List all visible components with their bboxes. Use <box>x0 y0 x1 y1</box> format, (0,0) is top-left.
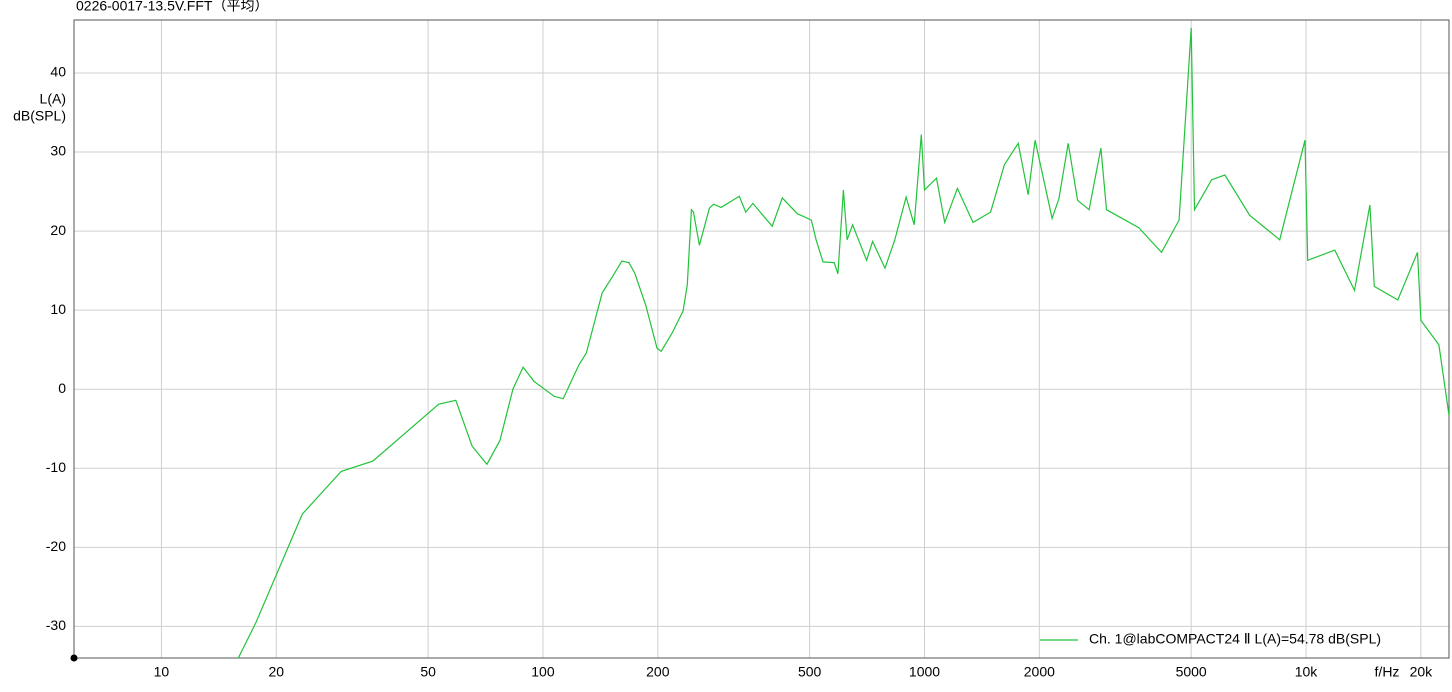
x-tick-label: 100 <box>531 664 555 680</box>
y-tick-label: 20 <box>50 222 66 238</box>
x-tick-label: 20 <box>268 664 284 680</box>
legend-label: Ch. 1@labCOMPACT24 Ⅱ L(A)=54.78 dB(SPL) <box>1089 631 1381 647</box>
y-tick-label: -20 <box>46 538 66 554</box>
x-tick-label: 500 <box>798 664 822 680</box>
y-tick-label: 40 <box>50 64 66 80</box>
y-axis-label: dB(SPL) <box>13 108 66 124</box>
x-tick-label: 2000 <box>1024 664 1055 680</box>
y-tick-label: -10 <box>46 459 66 475</box>
y-axis-label: L(A) <box>40 91 66 107</box>
y-tick-label: -30 <box>46 617 66 633</box>
x-axis-label: f/Hz <box>1375 664 1400 680</box>
spectrum-line <box>237 27 1449 658</box>
y-tick-label: 30 <box>50 143 66 159</box>
x-tick-label: 10 <box>154 664 170 680</box>
x-tick-label: 200 <box>646 664 670 680</box>
y-tick-label: 10 <box>50 301 66 317</box>
x-tick-label: 20k <box>1410 664 1434 680</box>
y-tick-label: 0 <box>58 380 66 396</box>
x-tick-label: 5000 <box>1176 664 1207 680</box>
origin-dot <box>70 654 78 662</box>
plot-frame <box>73 19 1450 659</box>
x-tick-label: 10k <box>1295 664 1319 680</box>
x-tick-label: 50 <box>420 664 436 680</box>
x-tick-label: 1000 <box>909 664 940 680</box>
chart-title: 0226-0017-13.5V.FFT（平均） <box>76 0 268 14</box>
